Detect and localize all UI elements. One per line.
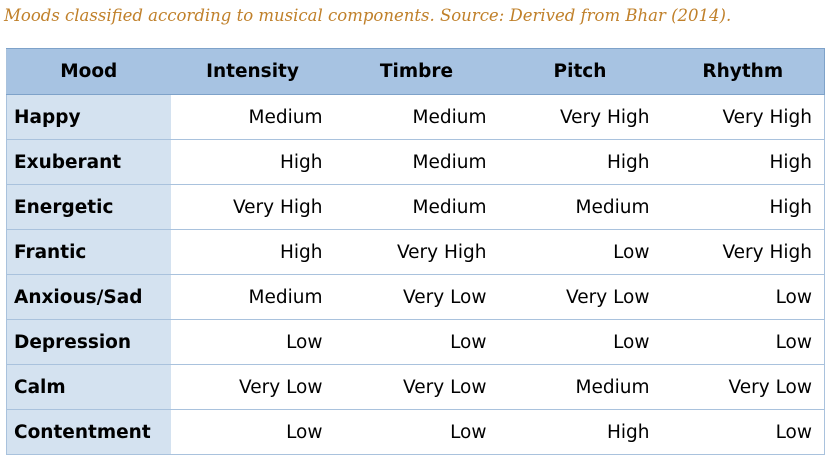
- table-row: Anxious/Sad Medium Very Low Very Low Low: [6, 274, 825, 320]
- header-rhythm: Rhythm: [661, 48, 825, 95]
- moods-table: Mood Intensity Timbre Pitch Rhythm Happy…: [6, 48, 825, 455]
- mood-cell: Frantic: [6, 229, 171, 275]
- intensity-cell: Low: [170, 319, 335, 365]
- header-row: Mood Intensity Timbre Pitch Rhythm: [6, 48, 825, 95]
- header-mood: Mood: [6, 48, 171, 95]
- pitch-cell: Medium: [498, 364, 662, 410]
- table-row: Depression Low Low Low Low: [6, 319, 825, 365]
- intensity-cell: Very Low: [170, 364, 335, 410]
- mood-cell: Calm: [6, 364, 171, 410]
- timbre-cell: Low: [334, 319, 499, 365]
- mood-cell: Contentment: [6, 409, 171, 455]
- mood-cell: Happy: [6, 94, 171, 140]
- timbre-cell: Low: [334, 409, 499, 455]
- mood-cell: Anxious/Sad: [6, 274, 171, 320]
- rhythm-cell: Low: [661, 274, 825, 320]
- table-row: Energetic Very High Medium Medium High: [6, 184, 825, 230]
- intensity-cell: High: [170, 139, 335, 185]
- intensity-cell: High: [170, 229, 335, 275]
- table-row: Contentment Low Low High Low: [6, 409, 825, 455]
- rhythm-cell: High: [661, 139, 825, 185]
- table-row: Happy Medium Medium Very High Very High: [6, 94, 825, 140]
- table-row: Calm Very Low Very Low Medium Very Low: [6, 364, 825, 410]
- timbre-cell: Very Low: [334, 364, 499, 410]
- timbre-cell: Medium: [334, 139, 499, 185]
- table-row: Exuberant High Medium High High: [6, 139, 825, 185]
- rhythm-cell: Low: [661, 409, 825, 455]
- timbre-cell: Very Low: [334, 274, 499, 320]
- pitch-cell: Medium: [498, 184, 662, 230]
- table-body: Happy Medium Medium Very High Very High …: [6, 94, 825, 455]
- header-intensity: Intensity: [170, 48, 335, 95]
- rhythm-cell: High: [661, 184, 825, 230]
- pitch-cell: Very High: [498, 94, 662, 140]
- rhythm-cell: Very Low: [661, 364, 825, 410]
- intensity-cell: Medium: [170, 94, 335, 140]
- table-caption: Moods classified according to musical co…: [4, 6, 732, 25]
- header-timbre: Timbre: [334, 48, 499, 95]
- mood-cell: Energetic: [6, 184, 171, 230]
- intensity-cell: Low: [170, 409, 335, 455]
- pitch-cell: Low: [498, 319, 662, 365]
- timbre-cell: Very High: [334, 229, 499, 275]
- header-pitch: Pitch: [498, 48, 662, 95]
- pitch-cell: Very Low: [498, 274, 662, 320]
- timbre-cell: Medium: [334, 94, 499, 140]
- intensity-cell: Very High: [170, 184, 335, 230]
- timbre-cell: Medium: [334, 184, 499, 230]
- intensity-cell: Medium: [170, 274, 335, 320]
- rhythm-cell: Low: [661, 319, 825, 365]
- table-row: Frantic High Very High Low Very High: [6, 229, 825, 275]
- mood-cell: Depression: [6, 319, 171, 365]
- table-header: Mood Intensity Timbre Pitch Rhythm: [6, 48, 825, 95]
- pitch-cell: Low: [498, 229, 662, 275]
- pitch-cell: High: [498, 409, 662, 455]
- rhythm-cell: Very High: [661, 94, 825, 140]
- pitch-cell: High: [498, 139, 662, 185]
- mood-cell: Exuberant: [6, 139, 171, 185]
- rhythm-cell: Very High: [661, 229, 825, 275]
